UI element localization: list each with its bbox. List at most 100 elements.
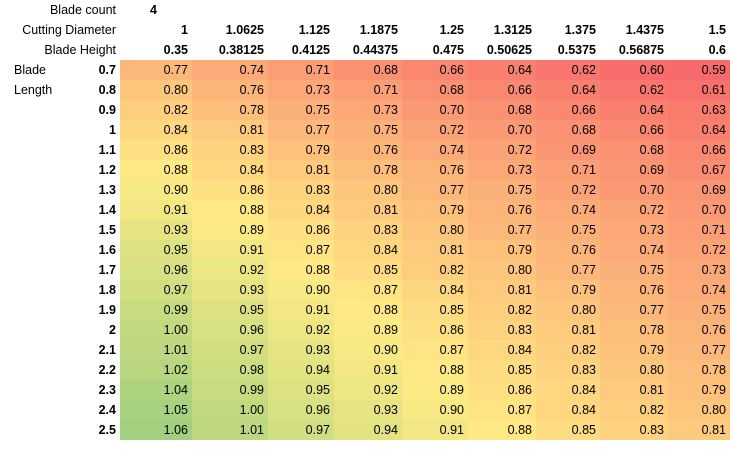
blade-length-cell[interactable]: 2.5: [98, 423, 116, 437]
value-cell[interactable]: 0.89: [192, 220, 268, 240]
value-cell[interactable]: 0.84: [334, 240, 402, 260]
blade-length-cell[interactable]: 1.5: [98, 223, 116, 237]
value-cell[interactable]: 0.80: [668, 400, 730, 420]
value-cell[interactable]: 0.75: [600, 260, 668, 280]
value-cell[interactable]: 0.71: [536, 160, 600, 180]
value-cell[interactable]: 0.75: [668, 300, 730, 320]
empty-cell[interactable]: [192, 0, 268, 20]
value-cell[interactable]: 1.02: [120, 360, 192, 380]
value-cell[interactable]: 0.80: [334, 180, 402, 200]
cutting-diameter-cell[interactable]: 1.0625: [225, 23, 264, 37]
value-cell[interactable]: 0.76: [668, 320, 730, 340]
empty-cell[interactable]: [0, 120, 60, 140]
value-cell[interactable]: 0.81: [600, 380, 668, 400]
value-cell[interactable]: 0.86: [268, 220, 334, 240]
blade-length-cell[interactable]: 2: [109, 323, 116, 337]
value-cell[interactable]: 0.89: [334, 320, 402, 340]
value-cell[interactable]: 0.95: [192, 300, 268, 320]
value-cell[interactable]: 0.76: [468, 200, 536, 220]
blade-label[interactable]: Blade: [14, 63, 46, 77]
cutting-diameter-label[interactable]: Cutting Diameter: [22, 23, 116, 37]
value-cell[interactable]: 0.88: [468, 420, 536, 440]
blade-length-cell[interactable]: 1: [109, 123, 116, 137]
value-cell[interactable]: 0.90: [402, 400, 468, 420]
value-cell[interactable]: 0.83: [192, 140, 268, 160]
value-cell[interactable]: 0.93: [120, 220, 192, 240]
value-cell[interactable]: 0.87: [402, 340, 468, 360]
value-cell[interactable]: 0.75: [268, 100, 334, 120]
value-cell[interactable]: 0.74: [402, 140, 468, 160]
value-cell[interactable]: 0.85: [402, 300, 468, 320]
value-cell[interactable]: 0.68: [536, 120, 600, 140]
empty-cell[interactable]: [0, 380, 60, 400]
blade-count-label[interactable]: Blade count: [49, 3, 116, 17]
value-cell[interactable]: 0.70: [402, 100, 468, 120]
value-cell[interactable]: 0.76: [334, 140, 402, 160]
value-cell[interactable]: 0.88: [334, 300, 402, 320]
blade-height-cell[interactable]: 0.38125: [218, 43, 264, 57]
value-cell[interactable]: 0.77: [268, 120, 334, 140]
value-cell[interactable]: 0.83: [600, 420, 668, 440]
value-cell[interactable]: 0.71: [268, 60, 334, 80]
value-cell[interactable]: 0.68: [600, 140, 668, 160]
cutting-diameter-cell[interactable]: 1.4375: [625, 23, 664, 37]
value-cell[interactable]: 0.62: [600, 80, 668, 100]
empty-cell[interactable]: [268, 0, 334, 20]
empty-cell[interactable]: [0, 140, 60, 160]
value-cell[interactable]: 0.93: [268, 340, 334, 360]
value-cell[interactable]: 0.79: [536, 280, 600, 300]
value-cell[interactable]: 1.04: [120, 380, 192, 400]
cutting-diameter-cell[interactable]: 1.5: [708, 23, 726, 37]
value-cell[interactable]: 0.74: [668, 280, 730, 300]
value-cell[interactable]: 1.01: [192, 420, 268, 440]
blade-length-cell[interactable]: 1.3: [98, 183, 116, 197]
value-cell[interactable]: 0.59: [668, 60, 730, 80]
value-cell[interactable]: 1.00: [120, 320, 192, 340]
value-cell[interactable]: 0.81: [334, 200, 402, 220]
empty-cell[interactable]: [0, 260, 60, 280]
cutting-diameter-cell[interactable]: 1.375: [564, 23, 596, 37]
blade-length-cell[interactable]: 1.7: [98, 263, 116, 277]
value-cell[interactable]: 0.77: [536, 260, 600, 280]
value-cell[interactable]: 0.73: [334, 100, 402, 120]
length-label[interactable]: Length: [14, 83, 53, 97]
blade-length-cell[interactable]: 2.4: [98, 403, 116, 417]
empty-cell[interactable]: [0, 300, 60, 320]
value-cell[interactable]: 0.66: [536, 100, 600, 120]
value-cell[interactable]: 0.88: [192, 200, 268, 220]
cutting-diameter-cell[interactable]: 1.125: [298, 23, 330, 37]
value-cell[interactable]: 0.74: [536, 200, 600, 220]
value-cell[interactable]: 0.76: [402, 160, 468, 180]
empty-cell[interactable]: [0, 320, 60, 340]
value-cell[interactable]: 0.82: [120, 100, 192, 120]
value-cell[interactable]: 0.63: [668, 100, 730, 120]
value-cell[interactable]: 0.79: [668, 380, 730, 400]
value-cell[interactable]: 0.95: [268, 380, 334, 400]
blade-height-cell[interactable]: 0.5375: [557, 43, 596, 57]
value-cell[interactable]: 0.78: [334, 160, 402, 180]
value-cell[interactable]: 0.72: [402, 120, 468, 140]
blade-height-cell[interactable]: 0.50625: [486, 43, 532, 57]
value-cell[interactable]: 0.73: [268, 80, 334, 100]
value-cell[interactable]: 0.72: [536, 180, 600, 200]
value-cell[interactable]: 0.82: [536, 340, 600, 360]
value-cell[interactable]: 0.72: [600, 200, 668, 220]
value-cell[interactable]: 0.69: [536, 140, 600, 160]
value-cell[interactable]: 0.72: [668, 240, 730, 260]
value-cell[interactable]: 0.83: [268, 180, 334, 200]
value-cell[interactable]: 0.83: [536, 360, 600, 380]
value-cell[interactable]: 0.69: [600, 160, 668, 180]
value-cell[interactable]: 0.86: [120, 140, 192, 160]
value-cell[interactable]: 0.70: [468, 120, 536, 140]
value-cell[interactable]: 0.84: [192, 160, 268, 180]
value-cell[interactable]: 0.84: [120, 120, 192, 140]
value-cell[interactable]: 0.99: [192, 380, 268, 400]
value-cell[interactable]: 0.82: [468, 300, 536, 320]
empty-cell[interactable]: [0, 180, 60, 200]
value-cell[interactable]: 0.76: [536, 240, 600, 260]
value-cell[interactable]: 0.68: [334, 60, 402, 80]
value-cell[interactable]: 0.64: [668, 120, 730, 140]
value-cell[interactable]: 0.79: [402, 200, 468, 220]
value-cell[interactable]: 0.78: [192, 100, 268, 120]
value-cell[interactable]: 0.79: [600, 340, 668, 360]
